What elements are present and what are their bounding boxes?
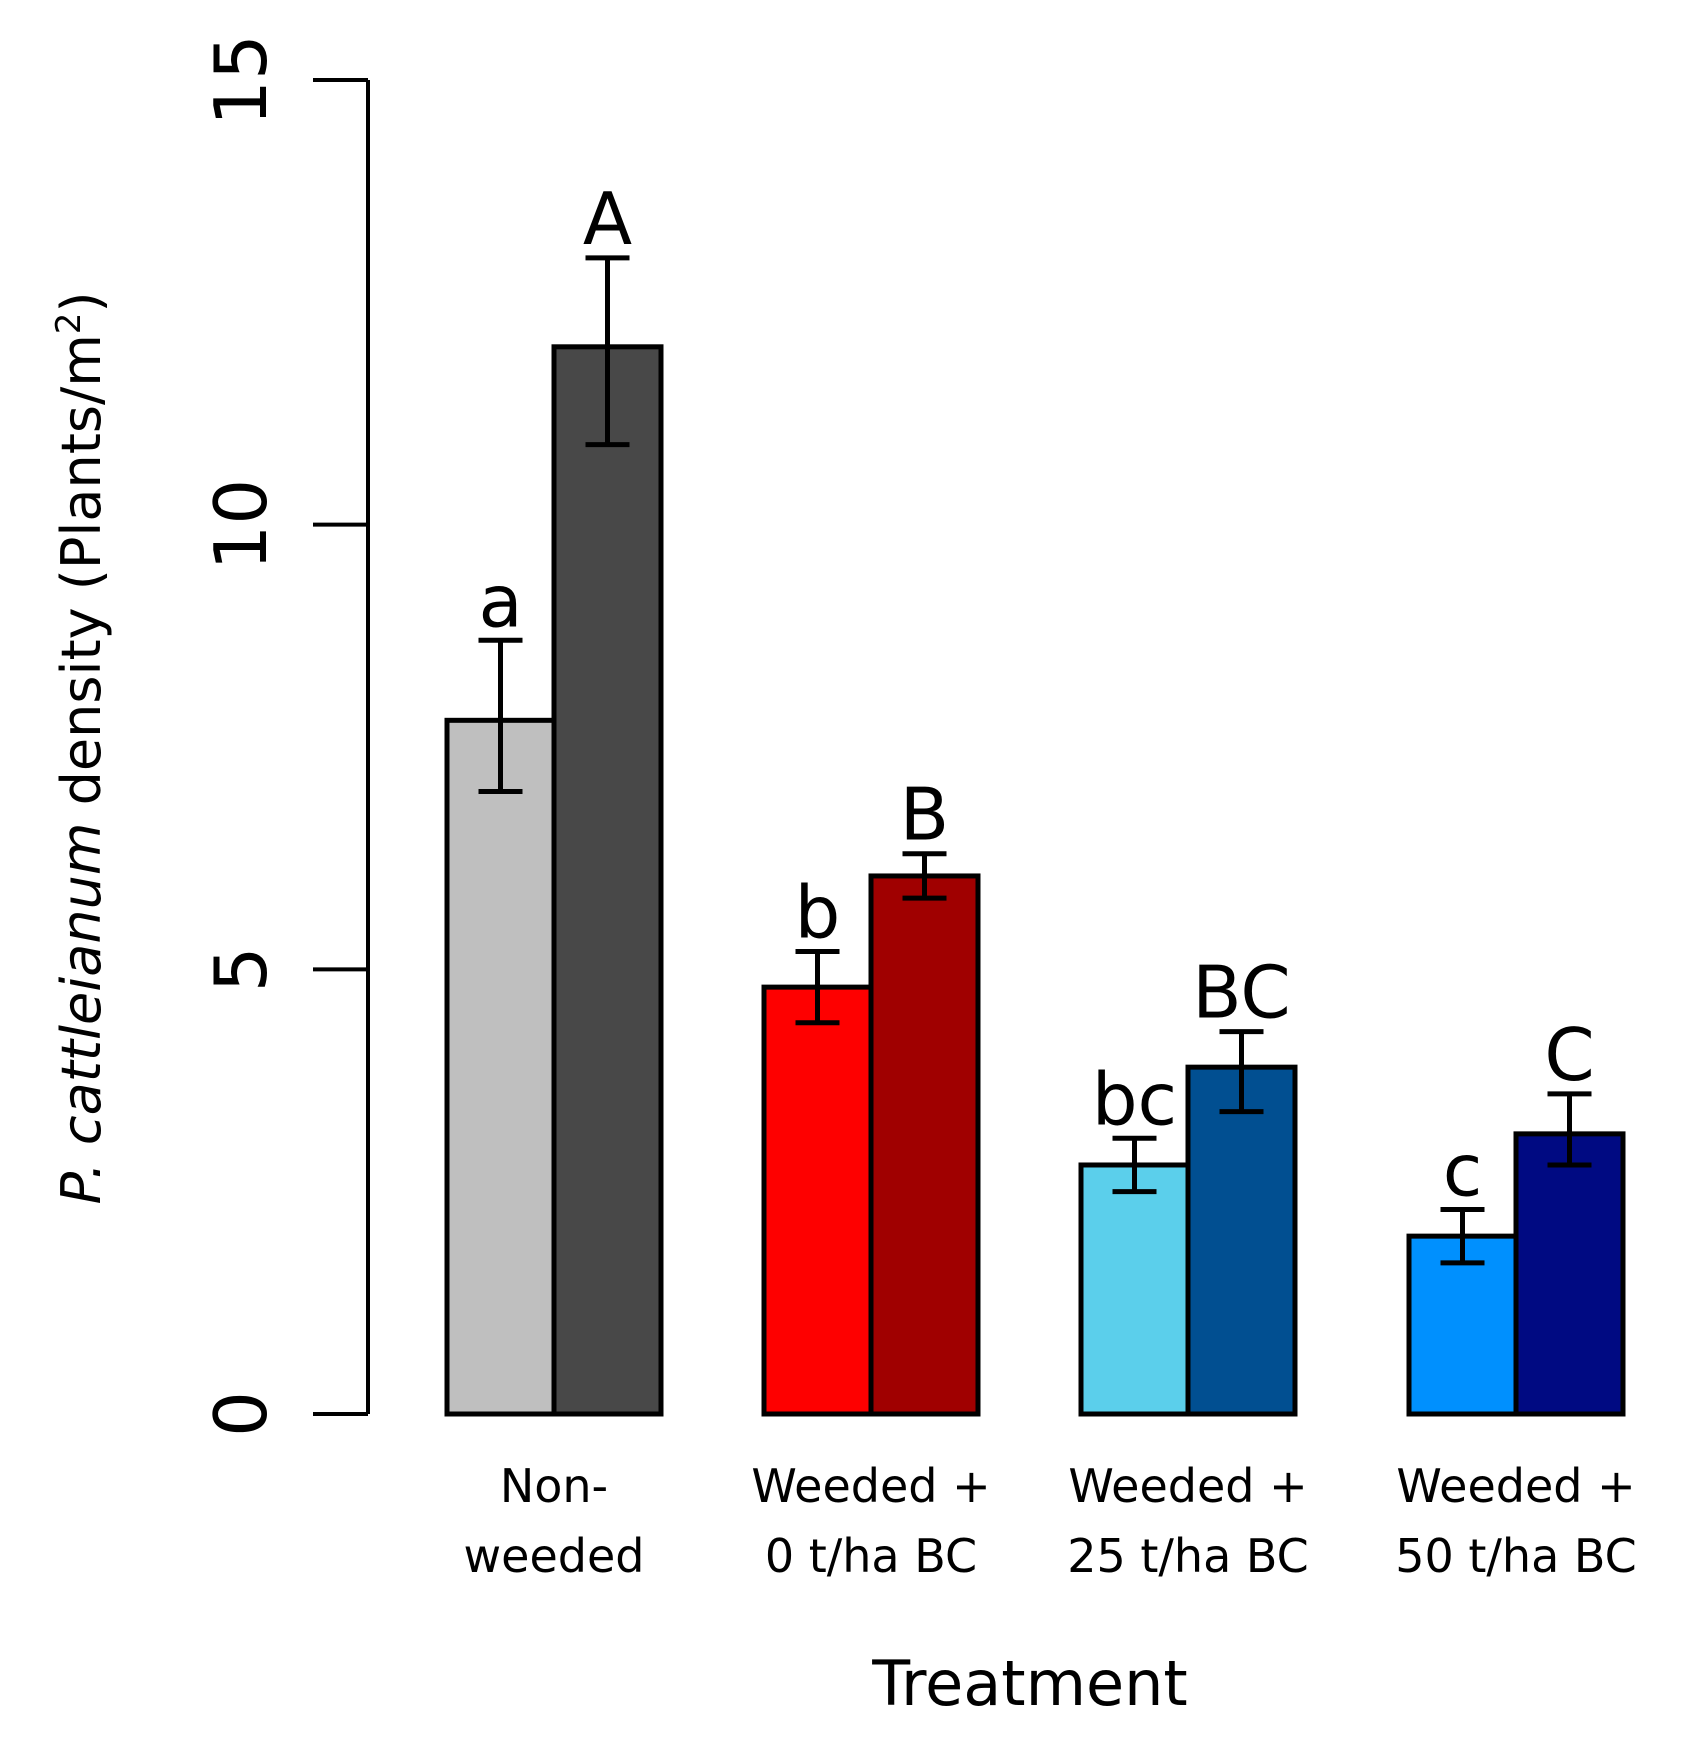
x-category-label-line: Weeded + (1068, 1459, 1307, 1513)
x-category-label-line: 50 t/ha BC (1395, 1529, 1637, 1583)
bar (1185, 1064, 1298, 1417)
significance-label: B (900, 773, 949, 857)
y-tick-label: 5 (199, 946, 283, 992)
x-category-label-line: Non- (500, 1459, 608, 1513)
bars (444, 255, 1626, 1417)
y-axis-title: P. cattleianum density (Plants/m2) (49, 291, 113, 1204)
x-category-label-line: Weeded + (1396, 1459, 1635, 1513)
x-category-label-line: weeded (464, 1529, 645, 1583)
y-axis-title-rest: density (Plants/m (50, 334, 113, 822)
significance-label: c (1443, 1128, 1483, 1212)
bar (1513, 1131, 1626, 1417)
y-tick-label: 15 (199, 34, 283, 126)
significance-label: bc (1092, 1057, 1177, 1141)
y-axis-title-superscript: 2 (49, 313, 89, 335)
bar (444, 717, 557, 1417)
y-axis-title-italic: P. cattleianum (50, 823, 113, 1205)
x-category-label: Non-weeded (464, 1459, 645, 1583)
significance-label: BC (1192, 951, 1290, 1035)
bar (1406, 1233, 1519, 1417)
bar (868, 873, 981, 1417)
bar (551, 344, 664, 1417)
x-category-label-line: 25 t/ha BC (1067, 1529, 1309, 1583)
x-category-label-line: 0 t/ha BC (765, 1529, 977, 1583)
significance-label: A (583, 177, 632, 261)
x-axis-title: Treatment (871, 1647, 1187, 1720)
significance-label: b (795, 871, 841, 955)
bar (1078, 1162, 1191, 1417)
x-category-label: Weeded + 0 t/ha BC (751, 1459, 990, 1583)
significance-label: C (1544, 1013, 1594, 1097)
y-axis-title-close: ) (50, 291, 113, 312)
significance-label: a (478, 559, 522, 643)
y-tick-label: 0 (199, 1391, 283, 1437)
y-tick-label: 10 (199, 479, 283, 571)
x-category-label: Weeded + 50 t/ha BC (1395, 1459, 1637, 1583)
x-category-label: Weeded + 25 t/ha BC (1067, 1459, 1309, 1583)
x-category-label-line: Weeded + (751, 1459, 990, 1513)
bar (761, 984, 874, 1417)
y-axis: 0 5 10 15 (199, 34, 370, 1437)
